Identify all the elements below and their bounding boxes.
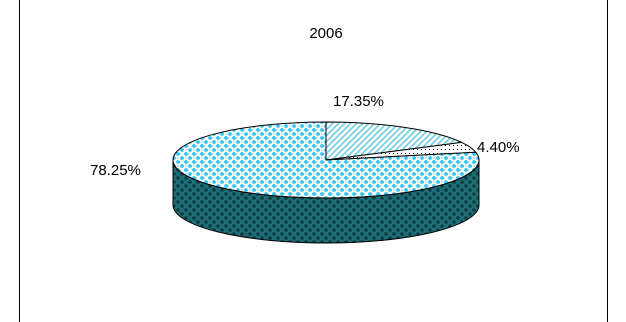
slice-label-2: 4.40% [477,139,520,156]
slice-label-3: 78.25% [90,162,141,179]
pie-slice-3 [172,121,480,199]
pie-slice-1 [325,121,464,161]
slice-label-1: 17.35% [333,93,384,110]
chart-title: 2006 [309,25,342,42]
pie-3d [172,121,480,244]
